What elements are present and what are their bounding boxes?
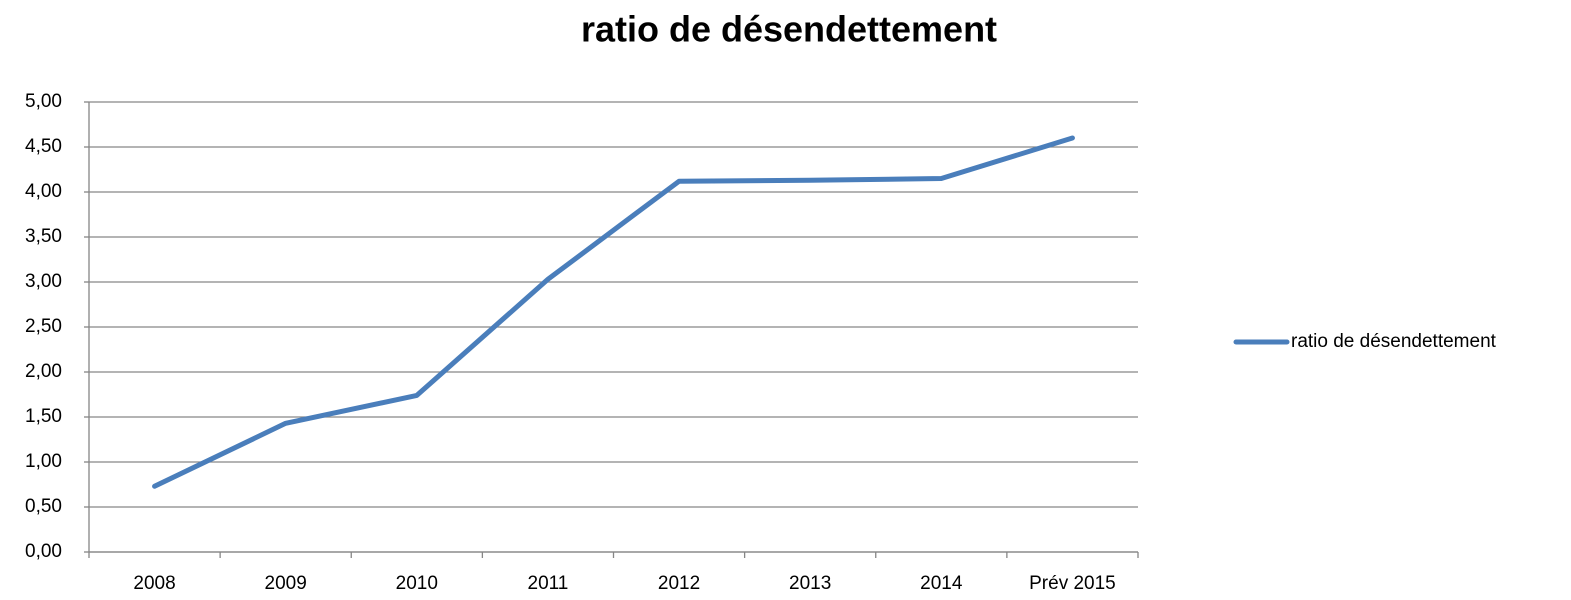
y-tick-label: 1,50: [25, 406, 62, 427]
data-line: [152, 135, 1075, 489]
y-tick-label: 5,00: [25, 91, 62, 112]
y-tick-label: 1,00: [25, 451, 62, 472]
x-tick-label: 2010: [396, 573, 438, 594]
x-tick-label: 2014: [920, 573, 963, 594]
x-tick-label: 2008: [133, 573, 175, 594]
y-tick-label: 0,00: [25, 541, 62, 562]
chart-title: ratio de désendettement: [581, 9, 997, 50]
y-tick-label: 4,50: [25, 136, 62, 157]
y-tick-label: 0,50: [25, 496, 62, 517]
y-tick-label: 3,00: [25, 271, 62, 292]
y-tick-label: 3,50: [25, 226, 62, 247]
x-tick-label: 2009: [265, 573, 307, 594]
y-tick-label: 4,00: [25, 181, 62, 202]
x-tick-label: 2012: [658, 573, 700, 594]
x-tick-label: Prév 2015: [1029, 573, 1116, 594]
x-tick-label: 2011: [528, 573, 569, 594]
y-tick-label: 2,50: [25, 316, 62, 337]
legend-label: ratio de désendettement: [1291, 331, 1497, 352]
y-tick-label: 2,00: [25, 361, 62, 382]
x-tick-label: 2013: [789, 573, 831, 594]
